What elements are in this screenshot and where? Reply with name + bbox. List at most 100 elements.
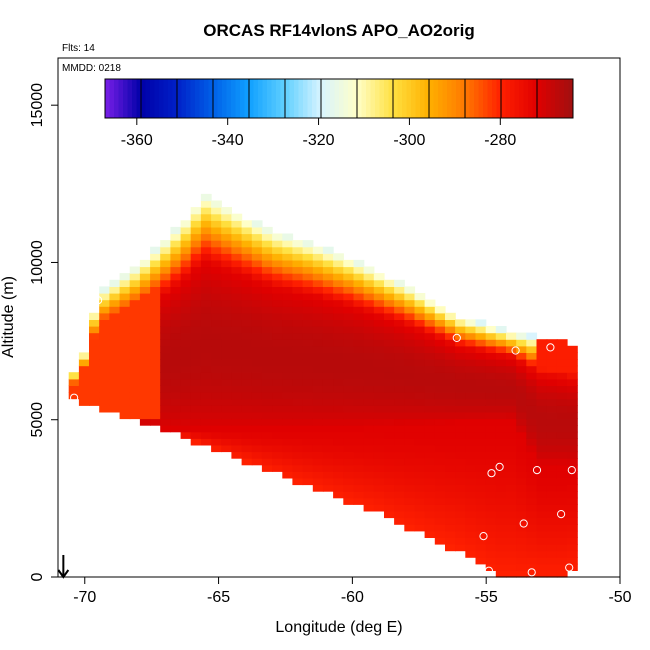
heatmap-cell — [231, 339, 243, 347]
heatmap-cell — [190, 365, 202, 373]
heatmap-cell — [292, 246, 304, 254]
heatmap-cell — [485, 339, 497, 347]
heatmap-cell — [312, 438, 324, 446]
heatmap-cell — [556, 359, 568, 367]
heatmap-cell — [404, 504, 416, 512]
heatmap-cell — [373, 293, 385, 301]
heatmap-cell — [506, 544, 517, 552]
heatmap-cell — [465, 497, 477, 505]
heatmap-cell — [424, 359, 436, 367]
heatmap-cell — [384, 477, 395, 486]
heatmap-cell — [170, 365, 182, 373]
heatmap-cell — [546, 537, 558, 545]
heatmap-cell — [556, 385, 568, 393]
heatmap-cell — [434, 517, 446, 525]
colorbar-swatch — [366, 79, 371, 118]
heatmap-cell — [89, 339, 100, 347]
heatmap-cell — [567, 392, 578, 400]
heatmap-cell — [353, 378, 365, 386]
heatmap-cell — [200, 431, 212, 439]
heatmap-cell — [434, 510, 446, 519]
heatmap-cell — [170, 306, 182, 314]
heatmap-cell — [211, 431, 222, 439]
heatmap-cell — [231, 312, 243, 320]
heatmap-cell — [373, 319, 385, 327]
heatmap-cell — [536, 385, 548, 393]
heatmap-cell — [322, 438, 334, 446]
heatmap-cell — [200, 345, 212, 353]
heatmap-cell — [200, 372, 212, 380]
heatmap-cell — [434, 372, 446, 380]
heatmap-cell — [384, 286, 395, 294]
heatmap-cell — [333, 306, 344, 314]
colorbar-swatch — [460, 79, 466, 118]
heatmap-cell — [180, 332, 192, 340]
heatmap-cell — [353, 299, 365, 307]
heatmap-cell — [556, 339, 568, 347]
heatmap-cell — [536, 418, 548, 426]
heatmap-cell — [414, 398, 426, 406]
heatmap-cell — [485, 352, 497, 360]
heatmap-cell — [495, 517, 507, 525]
heatmap-cell — [373, 312, 385, 320]
heatmap-cell — [322, 279, 334, 287]
heatmap-cell — [333, 378, 344, 386]
heatmap-cell — [322, 405, 334, 413]
heatmap-cell — [119, 299, 131, 307]
heatmap-cell — [353, 332, 365, 340]
heatmap-cell — [139, 392, 151, 400]
heatmap-cell — [343, 299, 355, 307]
heatmap-cell — [150, 405, 161, 413]
heatmap-cell — [567, 510, 578, 519]
heatmap-cell — [373, 378, 385, 386]
heatmap-cell — [68, 372, 80, 380]
heatmap-cell — [373, 398, 385, 406]
heatmap-cell — [434, 345, 446, 353]
heatmap-cell — [363, 497, 375, 505]
heatmap-cell — [465, 332, 477, 340]
heatmap-cell — [363, 491, 375, 499]
heatmap-cell — [536, 392, 548, 400]
heatmap-cell — [170, 339, 182, 347]
heatmap-cell — [160, 411, 171, 420]
heatmap-cell — [272, 339, 283, 347]
heatmap-cell — [404, 458, 416, 466]
heatmap-cell — [445, 339, 456, 347]
heatmap-cell — [526, 491, 538, 499]
heatmap-cell — [516, 444, 527, 453]
heatmap-cell — [475, 484, 487, 492]
heatmap-cell — [373, 411, 385, 420]
heatmap-cell — [384, 319, 395, 327]
heatmap-cell — [180, 246, 192, 254]
heatmap-cell — [506, 570, 517, 578]
heatmap-cell — [373, 458, 385, 466]
heatmap-cell — [343, 405, 355, 413]
heatmap-cell — [434, 524, 446, 532]
heatmap-cell — [200, 411, 212, 420]
colorbar-swatch — [163, 79, 169, 118]
heatmap-cell — [180, 339, 192, 347]
heatmap-cell — [129, 372, 141, 380]
heatmap-cell — [424, 418, 436, 426]
heatmap-cell — [526, 550, 538, 558]
heatmap-cell — [556, 477, 568, 486]
heatmap-cell — [180, 253, 192, 261]
heatmap-cell — [231, 246, 243, 254]
heatmap-cell — [160, 319, 171, 327]
heatmap-cell — [312, 319, 324, 327]
heatmap-cell — [465, 359, 477, 367]
heatmap-cell — [516, 405, 527, 413]
heatmap-cell — [394, 471, 405, 479]
heatmap-cell — [241, 306, 253, 314]
heatmap-cell — [353, 266, 365, 274]
colorbar-swatch — [343, 79, 349, 118]
heatmap-cell — [343, 438, 355, 446]
heatmap-cell — [465, 405, 477, 413]
heatmap-cell — [312, 339, 324, 347]
heatmap-cell — [109, 385, 121, 393]
heatmap-cell — [170, 293, 182, 301]
heatmap-cell — [139, 352, 151, 360]
heatmap-cell — [353, 405, 365, 413]
heatmap-cell — [251, 240, 263, 248]
heatmap-cell — [384, 385, 395, 393]
